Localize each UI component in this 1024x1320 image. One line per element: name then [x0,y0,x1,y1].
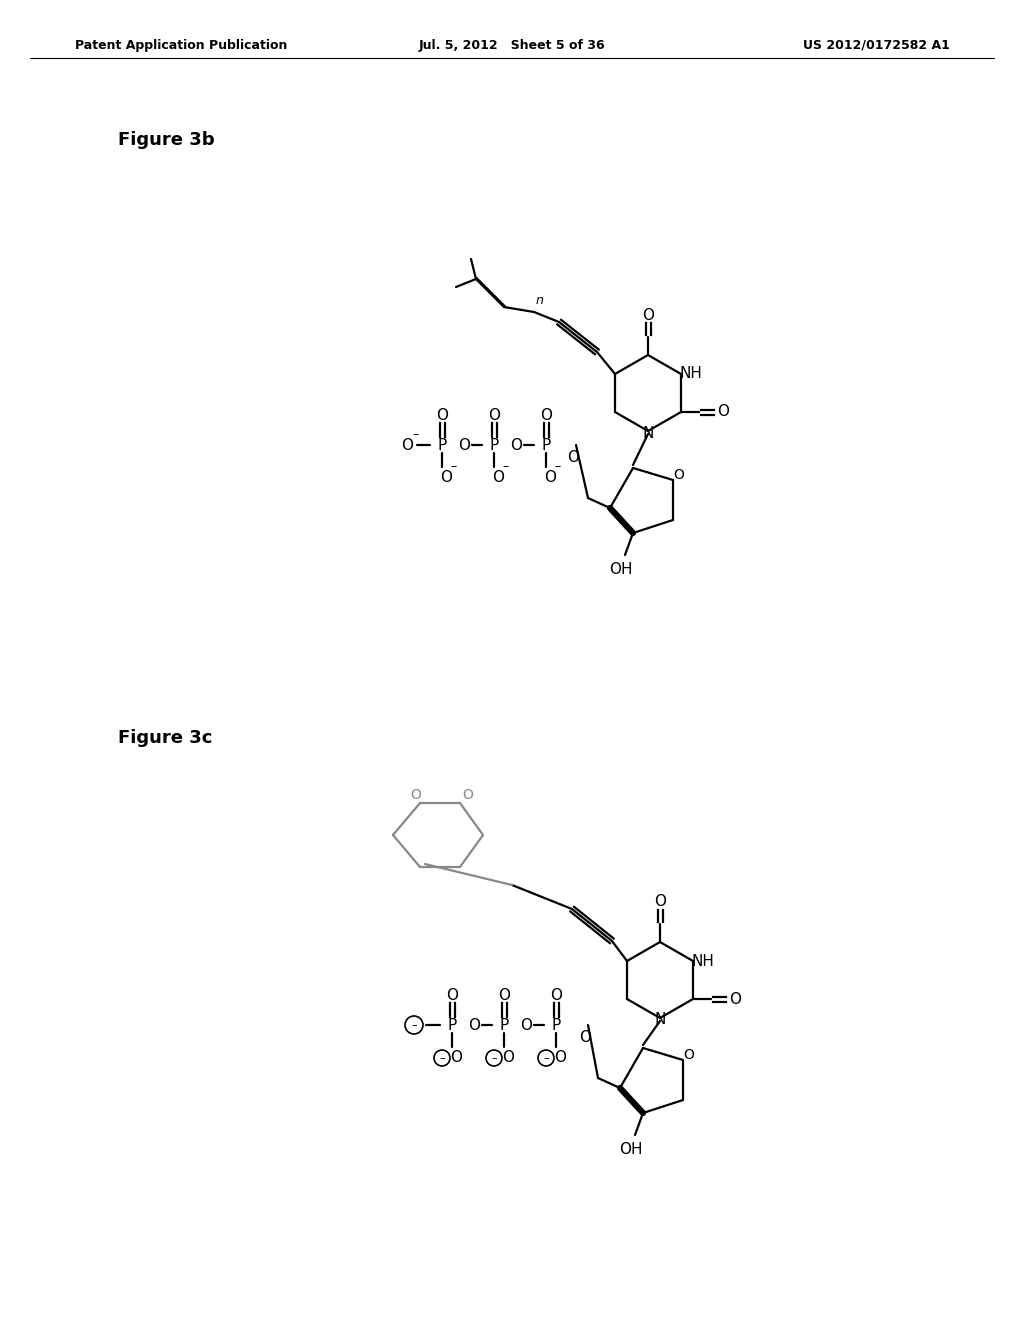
Text: –: – [439,1053,444,1063]
Text: P: P [437,437,446,453]
Text: –: – [412,1020,417,1030]
Text: O: O [684,1048,694,1063]
Text: NH: NH [680,367,702,381]
Text: O: O [411,788,422,803]
Text: O: O [520,1018,532,1032]
Text: N: N [654,1012,666,1027]
Text: O: O [717,404,729,420]
Text: Figure 3c: Figure 3c [118,729,212,747]
Text: P: P [542,437,551,453]
Text: O: O [440,470,452,484]
Text: P: P [551,1018,560,1032]
Text: O: O [674,469,684,482]
Text: –: – [503,461,509,474]
Text: N: N [642,425,653,441]
Text: –: – [413,429,419,441]
Text: O: O [436,408,449,422]
Text: O: O [492,470,504,484]
Text: –: – [543,1053,549,1063]
Text: O: O [450,1051,462,1065]
Text: P: P [447,1018,457,1032]
Text: Patent Application Publication: Patent Application Publication [75,38,288,51]
Text: –: – [451,461,457,474]
Text: n: n [536,293,543,306]
Text: O: O [540,408,552,422]
Text: O: O [401,437,413,453]
Text: O: O [550,987,562,1002]
Text: O: O [729,991,741,1006]
Text: O: O [642,308,654,322]
Text: O: O [463,788,473,803]
Text: O: O [554,1051,566,1065]
Text: OH: OH [609,561,633,577]
Text: O: O [458,437,470,453]
Text: O: O [510,437,522,453]
Text: O: O [502,1051,514,1065]
Text: O: O [498,987,510,1002]
Text: P: P [500,1018,509,1032]
Text: O: O [446,987,458,1002]
Text: Figure 3b: Figure 3b [118,131,215,149]
Text: O: O [567,450,579,465]
Text: O: O [579,1030,591,1044]
Text: –: – [492,1053,497,1063]
Text: US 2012/0172582 A1: US 2012/0172582 A1 [803,38,950,51]
Text: O: O [544,470,556,484]
Text: P: P [489,437,499,453]
Text: Jul. 5, 2012   Sheet 5 of 36: Jul. 5, 2012 Sheet 5 of 36 [419,38,605,51]
Text: O: O [488,408,500,422]
Text: NH: NH [691,953,715,969]
Text: O: O [468,1018,480,1032]
Text: O: O [654,895,666,909]
Text: –: – [555,461,561,474]
Text: OH: OH [620,1142,643,1156]
